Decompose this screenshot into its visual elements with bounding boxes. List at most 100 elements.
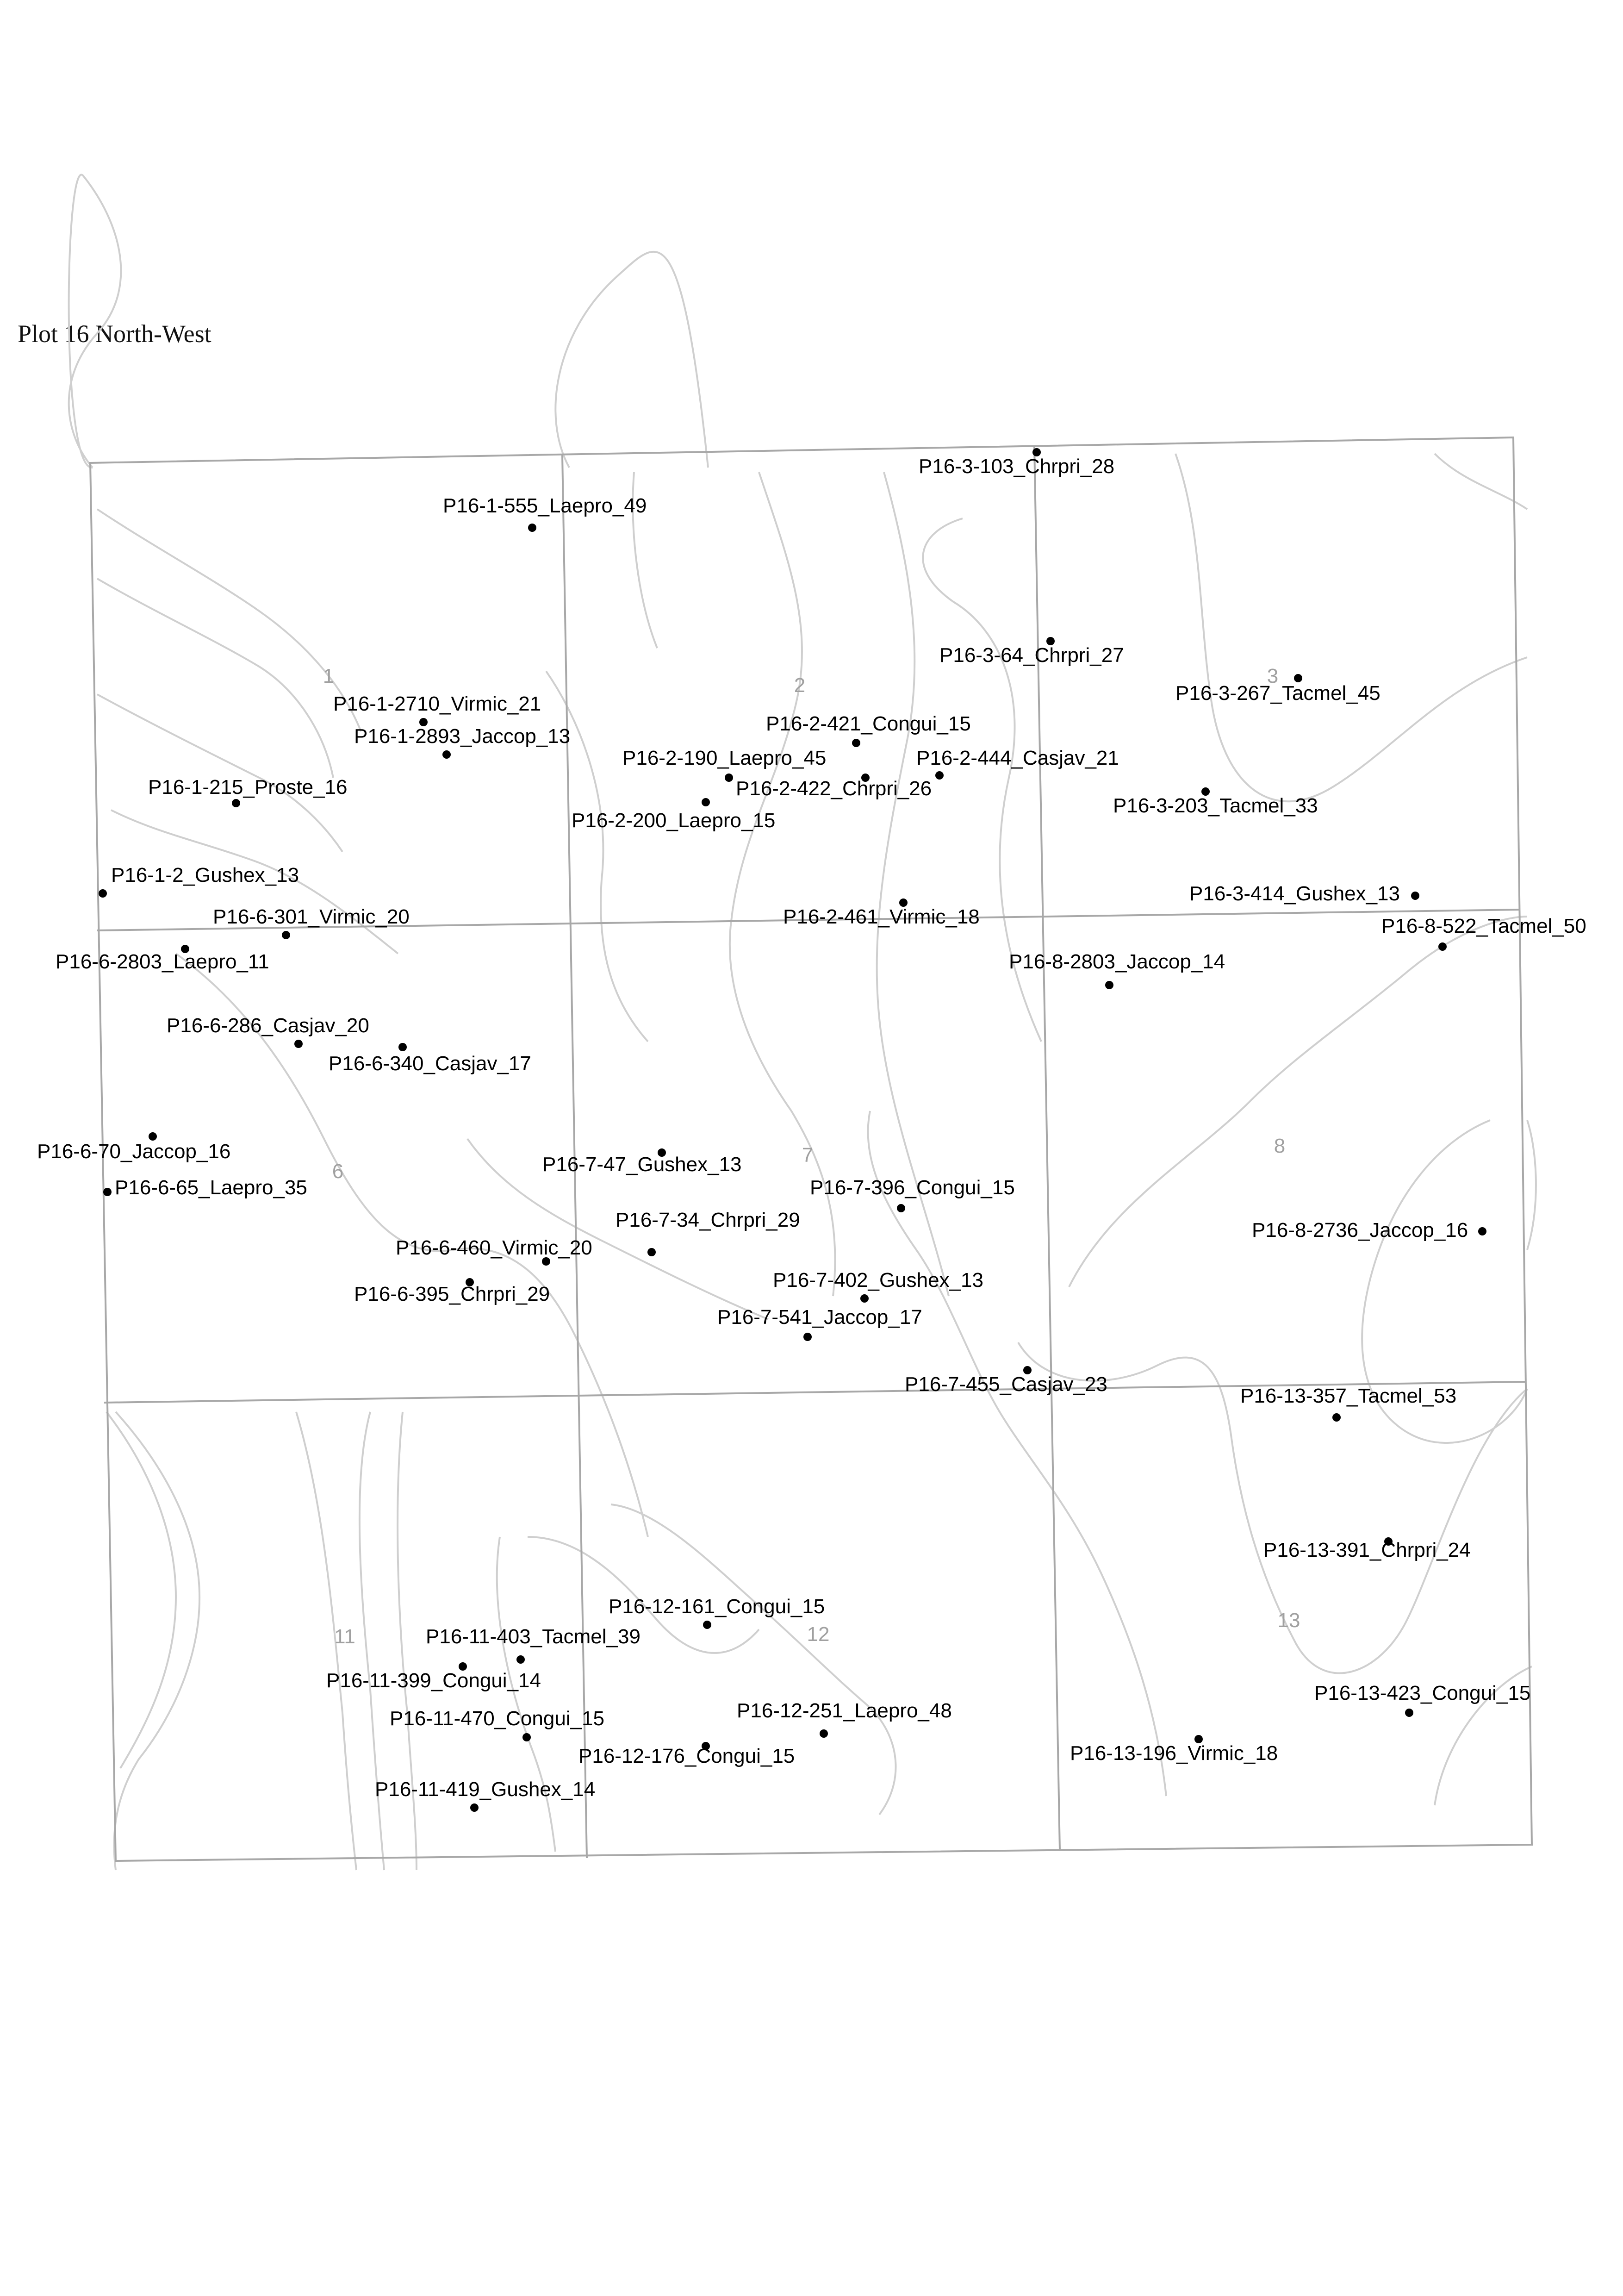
tree-marker[interactable]: P16-3-103_Chrpri_28 bbox=[919, 448, 1114, 478]
tree-point[interactable] bbox=[725, 774, 733, 782]
tree-point[interactable] bbox=[803, 1333, 812, 1341]
subplot-number: 6 bbox=[332, 1160, 343, 1183]
tree-point[interactable] bbox=[1438, 942, 1447, 951]
tree-marker[interactable]: P16-3-64_Chrpri_27 bbox=[939, 637, 1124, 667]
tree-marker[interactable]: P16-1-215_Proste_16 bbox=[148, 776, 348, 807]
tree-marker[interactable]: P16-3-414_Gushex_13 bbox=[1189, 882, 1419, 905]
tree-marker[interactable]: P16-7-396_Congui_15 bbox=[810, 1176, 1015, 1212]
tree-point[interactable] bbox=[442, 750, 451, 759]
contour-line bbox=[728, 472, 836, 1297]
tree-marker[interactable]: P16-6-65_Laepro_35 bbox=[103, 1176, 307, 1199]
tree-marker[interactable]: P16-8-522_Tacmel_50 bbox=[1381, 915, 1586, 951]
tree-point[interactable] bbox=[459, 1662, 467, 1671]
tree-marker[interactable]: P16-1-2710_Virmic_21 bbox=[333, 693, 541, 726]
contour-line bbox=[96, 578, 334, 778]
tree-marker[interactable]: P16-3-203_Tacmel_33 bbox=[1113, 787, 1318, 817]
tree-point[interactable] bbox=[522, 1733, 531, 1741]
tree-marker[interactable]: P16-13-423_Congui_15 bbox=[1314, 1682, 1530, 1717]
tree-marker[interactable]: P16-8-2736_Jaccop_16 bbox=[1252, 1219, 1486, 1242]
tree-marker[interactable]: P16-2-190_Laepro_45 bbox=[622, 747, 826, 782]
tree-point[interactable] bbox=[1332, 1413, 1341, 1422]
tree-marker[interactable]: P16-6-286_Casjav_20 bbox=[167, 1014, 369, 1048]
tree-point[interactable] bbox=[702, 1742, 710, 1750]
tree-point[interactable] bbox=[1032, 448, 1041, 456]
tree-point[interactable] bbox=[419, 718, 428, 726]
tree-marker[interactable]: P16-1-2893_Jaccop_13 bbox=[354, 725, 570, 759]
tree-marker[interactable]: P16-8-2803_Jaccop_14 bbox=[1009, 950, 1225, 989]
tree-marker[interactable]: P16-6-301_Virmic_20 bbox=[213, 905, 410, 939]
tree-marker[interactable]: P16-1-555_Laepro_49 bbox=[443, 494, 647, 532]
tree-marker[interactable]: P16-12-176_Congui_15 bbox=[578, 1742, 795, 1767]
tree-point[interactable] bbox=[1194, 1735, 1203, 1743]
tree-point[interactable] bbox=[1046, 637, 1055, 645]
tree-point[interactable] bbox=[232, 799, 240, 807]
tree-marker[interactable]: P16-6-460_Virmic_20 bbox=[396, 1236, 592, 1266]
tree-marker[interactable]: P16-1-2_Gushex_13 bbox=[99, 864, 299, 898]
tree-marker[interactable]: P16-7-455_Casjav_23 bbox=[905, 1366, 1107, 1396]
tree-marker[interactable]: P16-6-395_Chrpri_29 bbox=[354, 1278, 550, 1305]
tree-label: P16-7-396_Congui_15 bbox=[810, 1176, 1015, 1199]
tree-marker[interactable]: P16-12-161_Congui_15 bbox=[609, 1595, 825, 1629]
tree-marker[interactable]: P16-3-267_Tacmel_45 bbox=[1175, 674, 1380, 705]
tree-label: P16-11-470_Congui_15 bbox=[390, 1707, 604, 1730]
tree-point[interactable] bbox=[852, 739, 860, 747]
tree-point[interactable] bbox=[1023, 1366, 1032, 1374]
tree-marker[interactable]: P16-2-444_Casjav_21 bbox=[916, 747, 1119, 780]
tree-marker[interactable]: P16-11-419_Gushex_14 bbox=[375, 1778, 595, 1812]
tree-point[interactable] bbox=[398, 1043, 407, 1051]
tree-point[interactable] bbox=[149, 1132, 157, 1141]
tree-point[interactable] bbox=[899, 898, 908, 907]
tree-point[interactable] bbox=[703, 1621, 711, 1629]
tree-label: P16-7-541_Jaccop_17 bbox=[717, 1306, 922, 1329]
contour-line bbox=[397, 1411, 417, 1871]
tree-marker[interactable]: P16-2-200_Laepro_15 bbox=[572, 798, 775, 832]
tree-marker[interactable]: P16-13-196_Virmic_18 bbox=[1070, 1735, 1278, 1765]
tree-marker[interactable]: P16-7-402_Gushex_13 bbox=[773, 1269, 983, 1303]
tree-marker[interactable]: P16-11-403_Tacmel_39 bbox=[426, 1625, 640, 1664]
tree-point[interactable] bbox=[861, 774, 870, 782]
tree-point[interactable] bbox=[897, 1204, 905, 1212]
tree-point[interactable] bbox=[466, 1278, 474, 1286]
tree-point[interactable] bbox=[1105, 981, 1113, 989]
tree-point[interactable] bbox=[103, 1188, 112, 1196]
tree-marker[interactable]: P16-12-251_Laepro_48 bbox=[737, 1699, 952, 1738]
tree-point[interactable] bbox=[1411, 892, 1419, 900]
tree-marker[interactable]: P16-6-340_Casjav_17 bbox=[329, 1043, 531, 1075]
contour-line bbox=[527, 1536, 760, 1654]
tree-point[interactable] bbox=[516, 1655, 525, 1664]
tree-point[interactable] bbox=[294, 1040, 303, 1048]
tree-marker[interactable]: P16-2-422_Chrpri_26 bbox=[736, 774, 932, 800]
contour-line bbox=[68, 174, 122, 469]
tree-point[interactable] bbox=[1294, 674, 1302, 682]
tree-point[interactable] bbox=[1405, 1709, 1413, 1717]
tree-point[interactable] bbox=[647, 1248, 656, 1256]
tree-point[interactable] bbox=[181, 945, 189, 953]
tree-point[interactable] bbox=[702, 798, 710, 806]
tree-point[interactable] bbox=[820, 1729, 828, 1738]
tree-point[interactable] bbox=[542, 1257, 550, 1266]
tree-point[interactable] bbox=[935, 771, 944, 780]
tree-point[interactable] bbox=[99, 889, 107, 898]
tree-marker[interactable]: P16-7-34_Chrpri_29 bbox=[616, 1209, 800, 1256]
tree-marker[interactable]: P16-7-47_Gushex_13 bbox=[542, 1148, 742, 1176]
tree-marker[interactable]: P16-6-2803_Laepro_11 bbox=[56, 945, 269, 973]
tree-label: P16-2-190_Laepro_45 bbox=[622, 747, 826, 769]
tree-marker[interactable]: P16-2-461_Virmic_18 bbox=[783, 898, 980, 928]
tree-point[interactable] bbox=[860, 1294, 869, 1303]
tree-point[interactable] bbox=[528, 524, 536, 532]
tree-point[interactable] bbox=[282, 931, 290, 939]
tree-point[interactable] bbox=[1384, 1537, 1393, 1546]
tree-label: P16-1-2_Gushex_13 bbox=[111, 864, 299, 886]
tree-marker[interactable]: P16-13-391_Chrpri_24 bbox=[1263, 1537, 1471, 1561]
tree-marker[interactable]: P16-2-421_Congui_15 bbox=[766, 712, 971, 747]
tree-point[interactable] bbox=[1201, 787, 1210, 796]
tree-marker[interactable]: P16-11-470_Congui_15 bbox=[390, 1707, 604, 1741]
tree-point[interactable] bbox=[1478, 1227, 1486, 1235]
tree-point[interactable] bbox=[658, 1148, 666, 1157]
tree-marker[interactable]: P16-6-70_Jaccop_16 bbox=[37, 1132, 230, 1163]
grid-line-vertical bbox=[561, 455, 588, 1859]
tree-point[interactable] bbox=[470, 1803, 479, 1812]
tree-marker[interactable]: P16-7-541_Jaccop_17 bbox=[717, 1306, 922, 1341]
tree-marker[interactable]: P16-11-399_Congui_14 bbox=[326, 1662, 541, 1692]
tree-marker[interactable]: P16-13-357_Tacmel_53 bbox=[1240, 1385, 1456, 1422]
